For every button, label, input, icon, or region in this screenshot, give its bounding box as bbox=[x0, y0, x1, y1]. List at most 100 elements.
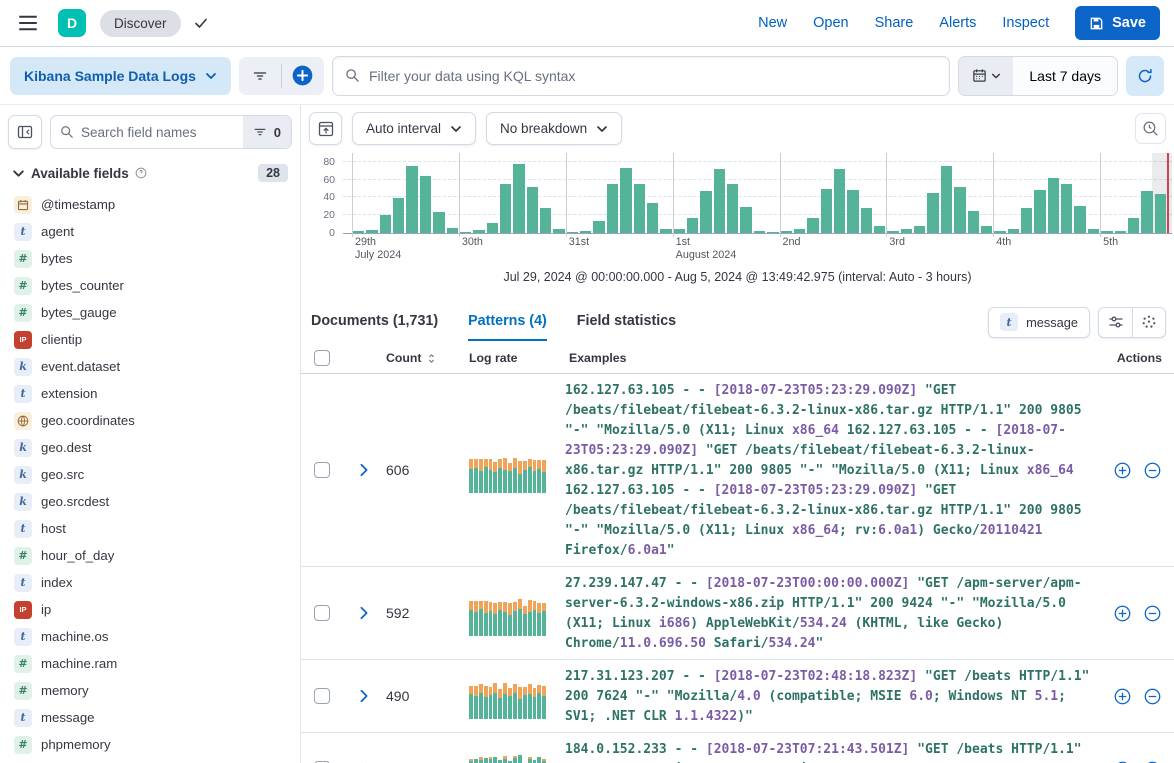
filter-out-pattern-button[interactable] bbox=[1144, 462, 1161, 479]
sidebar-field-referer[interactable]: kreferer bbox=[8, 758, 292, 763]
breakdown-dropdown[interactable]: No breakdown bbox=[486, 112, 623, 145]
filter-for-pattern-button[interactable] bbox=[1114, 605, 1131, 622]
sidebar-field-geo.src[interactable]: k geo.src bbox=[8, 461, 292, 488]
histogram-bar bbox=[847, 189, 859, 233]
expand-row-button[interactable] bbox=[345, 689, 383, 703]
pattern-settings-button[interactable] bbox=[1099, 308, 1132, 337]
sidebar-field-hour_of_day[interactable]: # hour_of_day bbox=[8, 542, 292, 569]
divider bbox=[280, 63, 282, 88]
time-range-button[interactable]: Last 7 days bbox=[1013, 56, 1117, 95]
filter-out-pattern-button[interactable] bbox=[1144, 605, 1161, 622]
refresh-button[interactable] bbox=[1126, 55, 1164, 96]
toggle-chart-button[interactable] bbox=[309, 112, 342, 145]
tab-patterns-[interactable]: Patterns (4) bbox=[468, 303, 547, 341]
filter-out-pattern-button[interactable] bbox=[1144, 688, 1161, 705]
field-name: bytes bbox=[41, 251, 73, 266]
histogram-bar bbox=[687, 217, 699, 233]
histogram-bar bbox=[646, 202, 659, 233]
nav-link-alerts[interactable]: Alerts bbox=[939, 15, 977, 31]
sidebar-field-machine.ram[interactable]: # machine.ram bbox=[8, 650, 292, 677]
sidebar-field-ip[interactable]: IP ip bbox=[8, 596, 292, 623]
breadcrumb[interactable]: Discover bbox=[100, 9, 181, 37]
count-column-header[interactable]: Count bbox=[383, 351, 465, 365]
date-quick-menu-button[interactable] bbox=[959, 56, 1014, 95]
chevron-down-icon[interactable] bbox=[12, 167, 25, 180]
data-view-picker[interactable]: Kibana Sample Data Logs bbox=[10, 56, 231, 95]
interval-dropdown[interactable]: Auto interval bbox=[352, 112, 477, 145]
sparkline-bar bbox=[478, 600, 483, 636]
field-sidebar: Search field names 0 Available fields 28… bbox=[0, 105, 301, 763]
tab-documents-[interactable]: Documents (1,731) bbox=[311, 313, 439, 329]
field-search-input[interactable]: Search field names 0 bbox=[50, 115, 292, 149]
pattern-example: 217.31.123.207 - - [2018-07-23T02:48:18.… bbox=[565, 669, 1098, 724]
row-checkbox[interactable] bbox=[314, 688, 330, 704]
sidebar-field-geo.srcdest[interactable]: k geo.srcdest bbox=[8, 488, 292, 515]
sidebar-field-event.dataset[interactable]: k event.dataset bbox=[8, 353, 292, 380]
sparkline-bar bbox=[469, 458, 473, 493]
sidebar-field-agent[interactable]: t agent bbox=[8, 218, 292, 245]
sparkline-bar bbox=[537, 602, 542, 636]
expand-row-button[interactable] bbox=[345, 463, 383, 477]
nav-link-new[interactable]: New bbox=[758, 15, 788, 31]
sidebar-field-bytes_counter[interactable]: # bytes_counter bbox=[8, 272, 292, 299]
nav-link-open[interactable]: Open bbox=[813, 15, 849, 31]
search-icon bbox=[346, 69, 359, 82]
sparkline-bar bbox=[503, 682, 508, 719]
sidebar-field-phpmemory[interactable]: # phpmemory bbox=[8, 731, 292, 758]
sidebar-field-extension[interactable]: t extension bbox=[8, 380, 292, 407]
sidebar-field-geo.dest[interactable]: k geo.dest bbox=[8, 434, 292, 461]
field-filter-button[interactable]: 0 bbox=[242, 116, 291, 148]
patterns-rows: 606 162.127.63.105 - - [2018-07-23T05:23:… bbox=[301, 374, 1174, 763]
filter-out-pattern-button[interactable] bbox=[1144, 761, 1161, 763]
pattern-analysis-button[interactable] bbox=[1132, 307, 1165, 337]
filter-for-pattern-button[interactable] bbox=[1114, 462, 1131, 479]
pattern-toolbar-buttons bbox=[1098, 306, 1166, 338]
pattern-field-button[interactable]: t message bbox=[988, 306, 1090, 338]
field-name: machine.ram bbox=[41, 656, 118, 671]
histogram-bar bbox=[499, 184, 512, 233]
search-icon bbox=[60, 125, 74, 139]
histogram-bar bbox=[807, 217, 819, 233]
add-filter-button[interactable] bbox=[282, 57, 324, 95]
histogram-bar bbox=[1141, 191, 1153, 233]
sidebar-field-host[interactable]: t host bbox=[8, 515, 292, 542]
nav-link-inspect[interactable]: Inspect bbox=[1002, 15, 1050, 31]
sidebar-field-@timestamp[interactable]: @timestamp bbox=[8, 191, 292, 218]
nav-link-share[interactable]: Share bbox=[874, 15, 914, 31]
log-rate-column-header: Log rate bbox=[469, 351, 518, 365]
text-field-icon: t bbox=[14, 384, 32, 403]
histogram-bar bbox=[994, 231, 1006, 233]
sparkline-bar bbox=[513, 601, 517, 636]
select-all-checkbox[interactable] bbox=[314, 350, 330, 366]
sidebar-field-clientip[interactable]: IP clientip bbox=[8, 326, 292, 353]
collapse-sidebar-button[interactable] bbox=[8, 115, 42, 149]
histogram-bar bbox=[1021, 208, 1033, 233]
chart-options-button[interactable] bbox=[1135, 113, 1166, 144]
sparkline-bar bbox=[532, 759, 537, 763]
sidebar-field-geo.coordinates[interactable]: geo.coordinates bbox=[8, 407, 292, 434]
sidebar-field-message[interactable]: t message bbox=[8, 704, 292, 731]
filter-for-pattern-button[interactable] bbox=[1114, 688, 1131, 705]
sidebar-field-memory[interactable]: # memory bbox=[8, 677, 292, 704]
filter-icon bbox=[253, 71, 267, 80]
histogram-chart[interactable]: 0 20 40 60 80 29th July 2024 30th 31st 1st August … bbox=[301, 145, 1174, 263]
menu-icon[interactable] bbox=[14, 9, 42, 37]
chevron-down-icon bbox=[991, 73, 1000, 78]
filter-for-pattern-button[interactable] bbox=[1114, 761, 1131, 763]
save-button[interactable]: Save bbox=[1075, 6, 1160, 40]
sparkline-bar bbox=[493, 682, 498, 719]
sparkline-bar bbox=[473, 600, 478, 636]
histogram-bar bbox=[673, 228, 685, 233]
expand-row-button[interactable] bbox=[345, 606, 383, 620]
tab-field-statistics[interactable]: Field statistics bbox=[576, 313, 677, 329]
sidebar-field-bytes[interactable]: # bytes bbox=[8, 245, 292, 272]
kql-search-input[interactable]: Filter your data using KQL syntax bbox=[331, 55, 951, 96]
row-checkbox[interactable] bbox=[314, 462, 330, 478]
histogram-bar bbox=[566, 232, 579, 233]
filter-menu-button[interactable] bbox=[239, 57, 281, 95]
number-field-icon: # bbox=[14, 681, 32, 700]
sidebar-field-bytes_gauge[interactable]: # bytes_gauge bbox=[8, 299, 292, 326]
sidebar-field-machine.os[interactable]: t machine.os bbox=[8, 623, 292, 650]
row-checkbox[interactable] bbox=[314, 605, 330, 621]
sidebar-field-index[interactable]: t index bbox=[8, 569, 292, 596]
